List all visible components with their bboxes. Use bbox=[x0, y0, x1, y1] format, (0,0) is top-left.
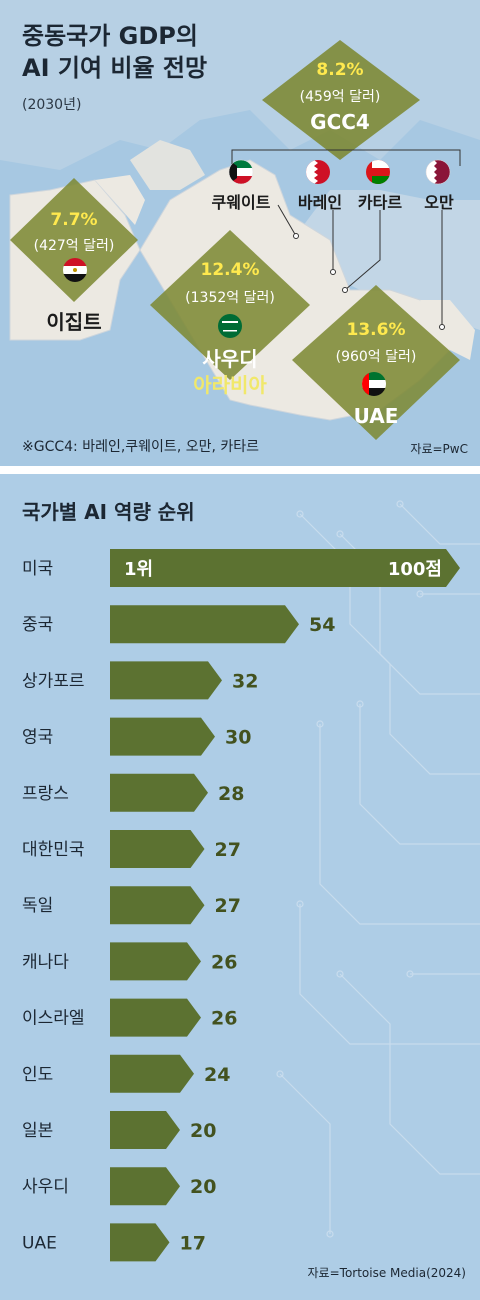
category-label: 프랑스 bbox=[22, 784, 69, 804]
bar-캐나다 bbox=[110, 942, 201, 981]
gcc4-name: GCC4 bbox=[310, 110, 370, 134]
middle-east-map bbox=[0, 0, 480, 440]
qatar-leader bbox=[344, 210, 381, 291]
bar-대한민국 bbox=[110, 830, 205, 868]
egypt-amount: (427억 달러) bbox=[33, 238, 115, 254]
iran-land bbox=[300, 190, 480, 330]
oman-land bbox=[420, 300, 475, 360]
category-label: 일본 bbox=[22, 1121, 53, 1141]
value-label: 32 bbox=[232, 670, 258, 692]
saudi-diamond bbox=[150, 230, 310, 380]
saudi-name1: 사우디 bbox=[202, 347, 258, 371]
egypt-name: 이집트 bbox=[46, 310, 102, 334]
top-value-label: 100점 bbox=[388, 559, 442, 580]
bar-이스라엘 bbox=[110, 998, 201, 1037]
gcc4-pct: 8.2% bbox=[316, 60, 364, 80]
saudi-flag-icon bbox=[218, 314, 242, 338]
bar-인도 bbox=[110, 1054, 194, 1093]
category-label: 영국 bbox=[22, 728, 53, 748]
category-label: 미국 bbox=[22, 559, 53, 579]
bar-프랑스 bbox=[110, 773, 208, 812]
category-label: 인도 bbox=[22, 1065, 53, 1085]
category-label: UAE bbox=[22, 1233, 57, 1253]
map-panel: 중동국가 GDP의 AI 기여 비율 전망 (2030년) 8.2% (459억… bbox=[0, 0, 480, 466]
egypt-diamond bbox=[10, 178, 138, 302]
uae-amount: (960억 달러) bbox=[335, 349, 417, 365]
uae-diamond bbox=[292, 285, 460, 440]
category-label: 중국 bbox=[22, 615, 53, 635]
chart-source: 자료=Tortoise Media(2024) bbox=[307, 1266, 466, 1280]
value-label: 20 bbox=[190, 1120, 216, 1142]
bar-영국 bbox=[110, 717, 215, 756]
oman-label: 오만 bbox=[424, 193, 454, 212]
bahrain-flag-icon bbox=[306, 160, 330, 184]
value-label: 27 bbox=[215, 895, 241, 917]
oman-flag-icon bbox=[366, 160, 390, 184]
bar-미국 bbox=[110, 549, 460, 587]
sinai-land bbox=[95, 175, 145, 225]
gcc4-amount: (459억 달러) bbox=[299, 89, 381, 105]
qatar-dot bbox=[342, 287, 348, 293]
bar-중국 bbox=[110, 605, 299, 644]
chart-title: 국가별 AI 역량 순위 bbox=[22, 500, 195, 524]
map-source: 자료=PwC bbox=[410, 442, 468, 456]
bar-일본 bbox=[110, 1111, 180, 1149]
value-label: 28 bbox=[218, 783, 244, 805]
map-title: 중동국가 GDP의 AI 기여 비율 전망 bbox=[22, 20, 207, 84]
gcc-bracket bbox=[231, 149, 461, 166]
value-label: 24 bbox=[204, 1064, 230, 1086]
bahrain-label: 바레인 bbox=[297, 193, 343, 212]
kuwait-leader bbox=[277, 204, 297, 237]
circuit-decoration bbox=[276, 500, 480, 1238]
category-label: 캐나다 bbox=[22, 952, 69, 972]
value-label: 27 bbox=[215, 839, 241, 861]
category-label: 사우디 bbox=[22, 1177, 69, 1197]
rank-label: 1위 bbox=[124, 559, 153, 580]
value-label: 26 bbox=[211, 951, 237, 973]
kuwait-flag-icon bbox=[229, 160, 253, 184]
map-title-line1: 중동국가 GDP의 bbox=[22, 22, 198, 50]
category-label: 이스라엘 bbox=[22, 1009, 85, 1029]
bar-UAE bbox=[110, 1223, 170, 1262]
egypt-flag-icon bbox=[63, 258, 87, 282]
value-label: 20 bbox=[190, 1176, 216, 1198]
kuwait-label: 쿠웨이트 bbox=[211, 193, 271, 212]
category-label: 대한민국 bbox=[22, 840, 85, 860]
saudi-amount: (1352억 달러) bbox=[185, 290, 275, 306]
oman-dot bbox=[439, 324, 445, 330]
map-year: (2030년) bbox=[22, 97, 82, 113]
gcc4-diamond bbox=[262, 40, 420, 160]
category-label: 독일 bbox=[22, 896, 53, 916]
map-footnote: ※GCC4: 바레인,쿠웨이트, 오만, 카타르 bbox=[22, 439, 260, 455]
bahrain-dot bbox=[330, 269, 336, 275]
qatar-flag-icon bbox=[426, 160, 450, 184]
kuwait-dot bbox=[293, 233, 299, 239]
value-label: 30 bbox=[225, 727, 251, 749]
levant-land bbox=[130, 140, 205, 190]
egypt-pct: 7.7% bbox=[50, 210, 98, 230]
saudi-name2: 아라비아 bbox=[193, 373, 267, 397]
value-label: 54 bbox=[309, 614, 335, 636]
panel-divider bbox=[0, 466, 480, 474]
uae-name: UAE bbox=[353, 404, 399, 428]
map-title-line2: AI 기여 비율 전망 bbox=[22, 54, 208, 82]
uae-flag-icon bbox=[362, 372, 386, 396]
bar-상가포르 bbox=[110, 661, 222, 700]
value-label: 17 bbox=[180, 1232, 206, 1254]
category-label: 상가포르 bbox=[22, 671, 85, 691]
uae-pct: 13.6% bbox=[346, 320, 406, 340]
value-label: 26 bbox=[211, 1008, 237, 1030]
qatar-label: 카타르 bbox=[357, 193, 403, 212]
saudi-pct: 12.4% bbox=[200, 260, 260, 280]
bar-사우디 bbox=[110, 1167, 180, 1206]
bar-독일 bbox=[110, 886, 205, 925]
